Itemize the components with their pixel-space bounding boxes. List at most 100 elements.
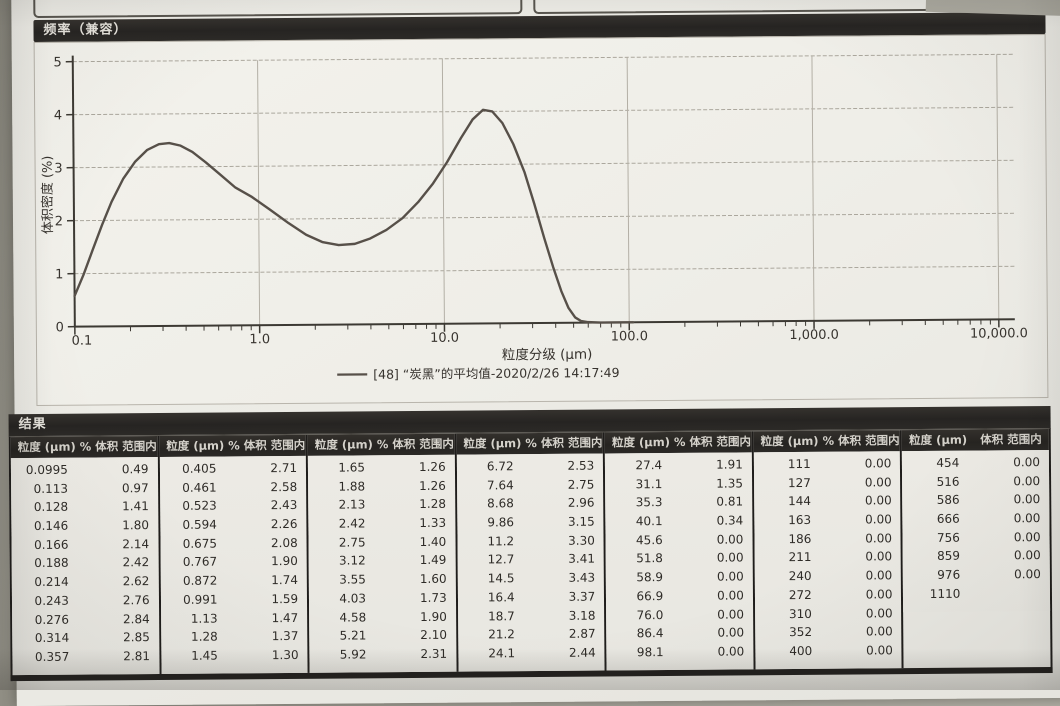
size-cell: 2.13	[308, 496, 377, 515]
pct-cell: 0.00	[824, 641, 902, 660]
table-pair-header: 粒度 (μm)体积 范围内	[902, 429, 1049, 451]
table-pair-header: 粒度 (μm)% 体积 范围内	[456, 433, 603, 455]
pct-cell: 0.00	[971, 472, 1049, 491]
size-cell: 0.767	[160, 553, 229, 572]
h-gridline	[74, 266, 1014, 273]
pct-cell: 1.37	[230, 627, 308, 646]
x-tick-label: 10,000.0	[970, 326, 1028, 341]
pct-cell	[972, 584, 1050, 603]
size-cell: 976	[903, 566, 972, 585]
size-cell: 454	[902, 454, 971, 473]
size-cell: 0.461	[160, 478, 229, 497]
pct-cell: 0.00	[823, 492, 901, 511]
pct-cell: 0.00	[675, 624, 753, 643]
pct-cell: 1.59	[229, 590, 307, 609]
size-cell: 0.243	[12, 591, 81, 610]
v-gridline	[812, 56, 814, 321]
h-gridline	[74, 213, 1014, 220]
size-cell: 272	[755, 586, 824, 605]
pct-cell: 0.81	[674, 493, 752, 512]
size-cell: 0.991	[160, 590, 229, 609]
pct-cell: 0.00	[823, 510, 901, 529]
pct-cell: 1.33	[377, 514, 455, 533]
size-cell: 5.92	[310, 645, 379, 664]
pct-cell: 2.87	[527, 625, 605, 644]
pct-cell: 1.26	[377, 458, 455, 477]
pct-cell: 2.10	[378, 626, 456, 645]
size-cell: 666	[903, 510, 972, 529]
pct-cell: 0.00	[823, 473, 901, 492]
pct-cell: 0.00	[972, 565, 1050, 584]
pct-cell: 1.35	[674, 474, 752, 493]
size-cell: 0.214	[12, 573, 81, 592]
size-cell: 516	[902, 472, 971, 491]
x-tick-label: 100.0	[611, 329, 648, 344]
size-cell: 0.146	[11, 517, 80, 536]
pct-cell: 3.41	[526, 550, 604, 569]
pct-cell: 1.47	[230, 608, 308, 627]
size-column-header: 粒度 (μm)	[605, 432, 674, 454]
size-column-header: 粒度 (μm)	[159, 435, 228, 457]
table-pair-header: 粒度 (μm)% 体积 范围内	[11, 436, 158, 458]
size-cell: 1.65	[308, 458, 377, 477]
size-cell: 76.0	[606, 605, 675, 624]
pct-cell: 0.49	[80, 460, 158, 479]
size-cell: 1.45	[161, 646, 230, 665]
size-cell: 0.357	[12, 648, 81, 667]
size-cell: 127	[754, 473, 823, 492]
size-cell: 66.9	[606, 587, 675, 606]
table-pair-header: 粒度 (μm)% 体积 范围内	[605, 431, 752, 453]
size-cell: 18.7	[458, 607, 527, 626]
pct-cell: 0.00	[823, 548, 901, 567]
size-cell: 3.55	[309, 570, 378, 589]
size-cell: 0.0995	[11, 461, 80, 480]
x-axis-title: 粒度分级 (μm)	[502, 347, 593, 364]
pct-cell: 0.00	[972, 528, 1050, 547]
size-column-header: 粒度 (μm)	[902, 430, 971, 452]
size-cell: 0.113	[11, 479, 80, 498]
size-cell: 1.13	[161, 609, 230, 628]
pct-column-header: 体积 范围内	[971, 429, 1049, 451]
size-column-header: 粒度 (μm)	[754, 431, 823, 453]
legend-label: [48] “炭黑”的平均值-2020/2/26 14:17:49	[373, 365, 619, 382]
size-cell: 35.3	[605, 493, 674, 512]
pct-cell: 0.00	[675, 567, 753, 586]
pct-cell: 0.00	[972, 490, 1050, 509]
pct-cell: 0.00	[675, 586, 753, 605]
